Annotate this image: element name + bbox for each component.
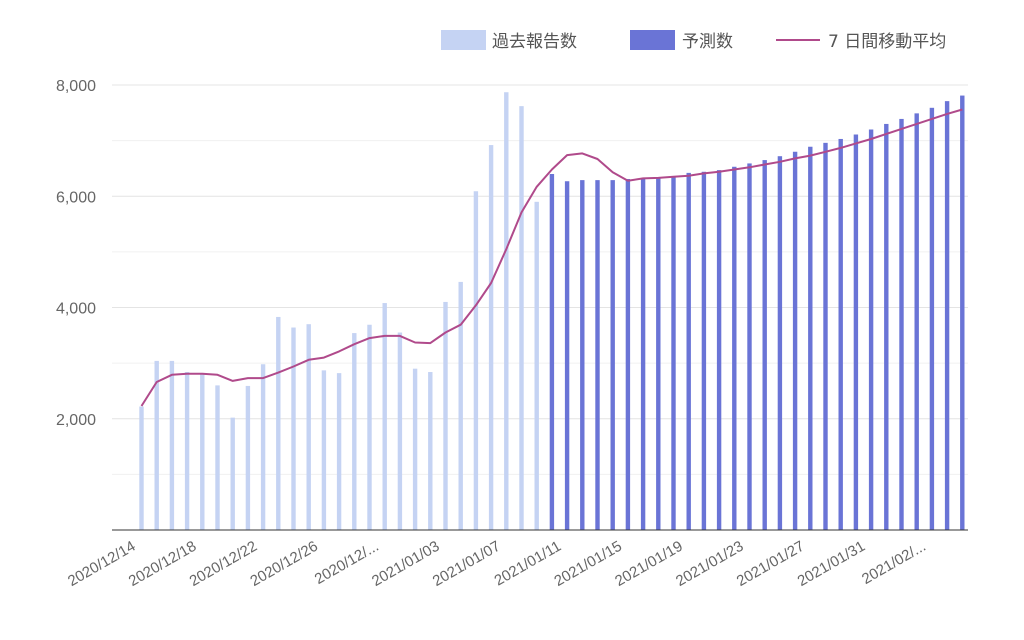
- bar-past-reports[interactable]: [382, 303, 387, 530]
- bar-forecast[interactable]: [686, 172, 691, 530]
- bar-forecast[interactable]: [792, 151, 798, 530]
- x-tick-label: 2020/12/22: [187, 538, 261, 590]
- x-tick-label: 2021/01/07: [430, 538, 504, 590]
- x-tick-label: 2021/02/...: [859, 538, 929, 588]
- bar-past-reports[interactable]: [504, 92, 509, 530]
- bar-past-reports[interactable]: [184, 372, 190, 530]
- bar-past-reports[interactable]: [154, 360, 159, 530]
- bar-past-reports[interactable]: [412, 368, 418, 530]
- bar-past-reports[interactable]: [230, 417, 235, 530]
- bar-past-reports[interactable]: [534, 201, 539, 530]
- bar-forecast[interactable]: [564, 181, 570, 530]
- y-tick-label: 2,000: [56, 412, 96, 429]
- bar-past-reports[interactable]: [428, 372, 433, 530]
- bar-past-reports[interactable]: [397, 332, 403, 530]
- legend-swatch-forecast: [630, 30, 675, 50]
- bar-forecast[interactable]: [625, 179, 631, 530]
- bar-past-reports[interactable]: [443, 301, 448, 530]
- legend-label-past-reports: 過去報告数: [492, 32, 577, 52]
- x-tick-label: 2021/01/19: [612, 538, 686, 590]
- bar-past-reports[interactable]: [139, 406, 144, 530]
- bar-forecast[interactable]: [610, 180, 615, 530]
- x-tick-label: 2021/01/03: [369, 538, 443, 590]
- bar-past-reports[interactable]: [169, 360, 175, 530]
- bar-forecast[interactable]: [777, 156, 783, 530]
- bar-forecast[interactable]: [580, 180, 585, 530]
- bar-past-reports[interactable]: [488, 145, 494, 530]
- x-axis-ticks: 2020/12/142020/12/182020/12/222020/12/26…: [65, 538, 929, 590]
- bar-forecast[interactable]: [929, 107, 935, 531]
- bar-forecast[interactable]: [899, 118, 904, 531]
- bar-past-reports[interactable]: [458, 281, 463, 530]
- bar-forecast[interactable]: [823, 142, 828, 530]
- bar-past-reports[interactable]: [245, 385, 251, 530]
- bar-past-reports[interactable]: [200, 373, 205, 530]
- x-tick-label: 2021/01/23: [673, 538, 747, 590]
- x-tick-label: 2020/12/14: [65, 538, 139, 590]
- bar-forecast[interactable]: [716, 170, 722, 530]
- bar-forecast[interactable]: [640, 178, 646, 530]
- bar-forecast[interactable]: [701, 171, 707, 530]
- legend-label-forecast: 予測数: [682, 32, 733, 52]
- bar-forecast[interactable]: [868, 129, 874, 531]
- moving-average-line[interactable]: [140, 108, 963, 407]
- legend-label-moving-average: 7 日間移動平均: [828, 32, 946, 52]
- bars: [139, 92, 965, 531]
- legend-swatch-past-reports: [441, 30, 486, 50]
- bar-forecast[interactable]: [884, 123, 889, 530]
- bar-past-reports[interactable]: [291, 327, 296, 530]
- bar-past-reports[interactable]: [306, 324, 311, 530]
- y-tick-label: 4,000: [56, 301, 96, 318]
- moving-average-line-group: [140, 108, 963, 407]
- bar-forecast[interactable]: [914, 113, 919, 531]
- y-tick-label: 8,000: [56, 78, 96, 95]
- bar-forecast[interactable]: [656, 177, 661, 531]
- x-tick-label: 2021/01/27: [734, 538, 808, 590]
- legend[interactable]: 過去報告数 予測数 7 日間移動平均: [441, 30, 946, 52]
- y-axis-ticks: 2,000 4,000 6,000 8,000: [56, 78, 96, 429]
- bar-past-reports[interactable]: [321, 370, 327, 530]
- legend-item-past-reports[interactable]: 過去報告数: [441, 30, 577, 52]
- bar-forecast[interactable]: [838, 138, 843, 531]
- bar-past-reports[interactable]: [336, 373, 342, 530]
- y-tick-label: 6,000: [56, 189, 96, 206]
- bar-forecast[interactable]: [960, 95, 965, 530]
- bar-forecast[interactable]: [595, 180, 600, 530]
- bar-forecast[interactable]: [747, 163, 752, 530]
- bar-forecast[interactable]: [762, 160, 767, 530]
- x-tick-label: 2021/01/31: [795, 538, 869, 590]
- bar-past-reports[interactable]: [215, 385, 220, 530]
- bar-forecast[interactable]: [732, 166, 737, 531]
- x-tick-label: 2020/12/18: [126, 538, 200, 590]
- legend-item-moving-average[interactable]: 7 日間移動平均: [776, 32, 946, 52]
- bar-past-reports[interactable]: [352, 333, 357, 530]
- bar-past-reports[interactable]: [260, 364, 266, 530]
- bar-forecast[interactable]: [853, 134, 859, 530]
- bar-past-reports[interactable]: [473, 191, 479, 530]
- bar-forecast[interactable]: [944, 101, 950, 530]
- x-tick-label: 2020/12/26: [247, 538, 321, 590]
- gridlines: [112, 84, 968, 475]
- bar-past-reports[interactable]: [276, 316, 281, 530]
- legend-item-forecast[interactable]: 予測数: [630, 30, 733, 52]
- bar-past-reports[interactable]: [367, 324, 372, 530]
- bar-forecast[interactable]: [671, 176, 676, 530]
- x-tick-label: 2021/01/11: [492, 538, 565, 590]
- x-tick-label: 2021/01/15: [551, 538, 625, 590]
- bar-forecast[interactable]: [808, 146, 813, 530]
- bar-forecast[interactable]: [549, 174, 555, 530]
- bar-past-reports[interactable]: [519, 106, 524, 530]
